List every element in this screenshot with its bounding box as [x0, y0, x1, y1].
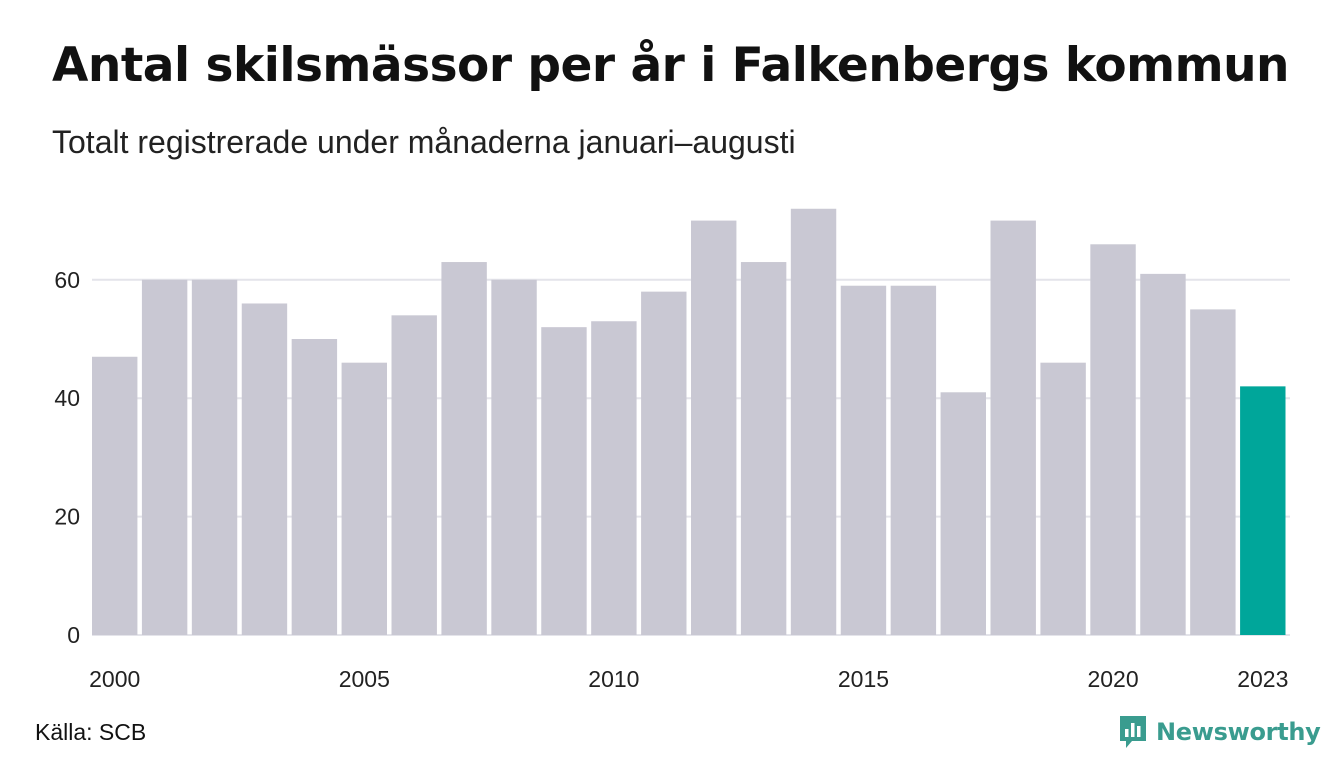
bar-2009	[541, 327, 587, 635]
bar-2012	[691, 220, 737, 635]
x-axis-ticks: 2000 2005 2010 2015 2020 2023	[89, 666, 1288, 692]
bar-2006	[391, 315, 437, 635]
y-tick-label: 60	[54, 267, 80, 293]
bar-2008	[491, 279, 537, 635]
bar-2013	[740, 262, 787, 635]
brand-name: Newsworthy	[1156, 718, 1321, 746]
chart-title: Antal skilsmässor per år i Falkenbergs k…	[52, 38, 1290, 93]
bar-2020	[1090, 244, 1136, 635]
bar-2011	[641, 291, 687, 635]
x-tick-label: 2005	[339, 666, 390, 692]
bar-2004	[291, 339, 338, 635]
bar-2002	[191, 279, 238, 635]
bar-2000	[92, 356, 138, 635]
x-tick-label: 2020	[1087, 666, 1138, 692]
bar-2005	[341, 362, 387, 635]
x-tick-label: 2015	[838, 666, 889, 692]
bar-2018	[990, 220, 1036, 635]
bar-2019	[1040, 362, 1086, 635]
y-tick-label: 40	[54, 385, 80, 411]
x-tick-label: 2023	[1237, 666, 1288, 692]
y-tick-label: 0	[67, 622, 80, 648]
x-tick-label: 2000	[89, 666, 140, 692]
newsworthy-logo-icon	[1120, 716, 1146, 748]
bar-2010	[591, 321, 637, 635]
bar-2021	[1140, 273, 1186, 635]
y-axis-ticks: 0 20 40 60	[54, 267, 80, 648]
bars	[92, 208, 1286, 635]
bar-2016	[890, 285, 937, 635]
bar-2023	[1240, 386, 1286, 635]
y-tick-label: 20	[54, 504, 80, 530]
bar-2001	[141, 279, 188, 635]
bar-2015	[840, 285, 887, 635]
source-note: Källa: SCB	[35, 719, 147, 745]
bar-2022	[1190, 309, 1236, 635]
bar-2017	[940, 392, 986, 635]
newsworthy-logo: Newsworthy	[1118, 712, 1321, 752]
chart-subtitle: Totalt registrerade under månaderna janu…	[52, 124, 796, 160]
bar-2007	[441, 262, 487, 635]
x-tick-label: 2010	[588, 666, 639, 692]
bar-2003	[241, 303, 288, 635]
bar-2014	[790, 208, 837, 635]
